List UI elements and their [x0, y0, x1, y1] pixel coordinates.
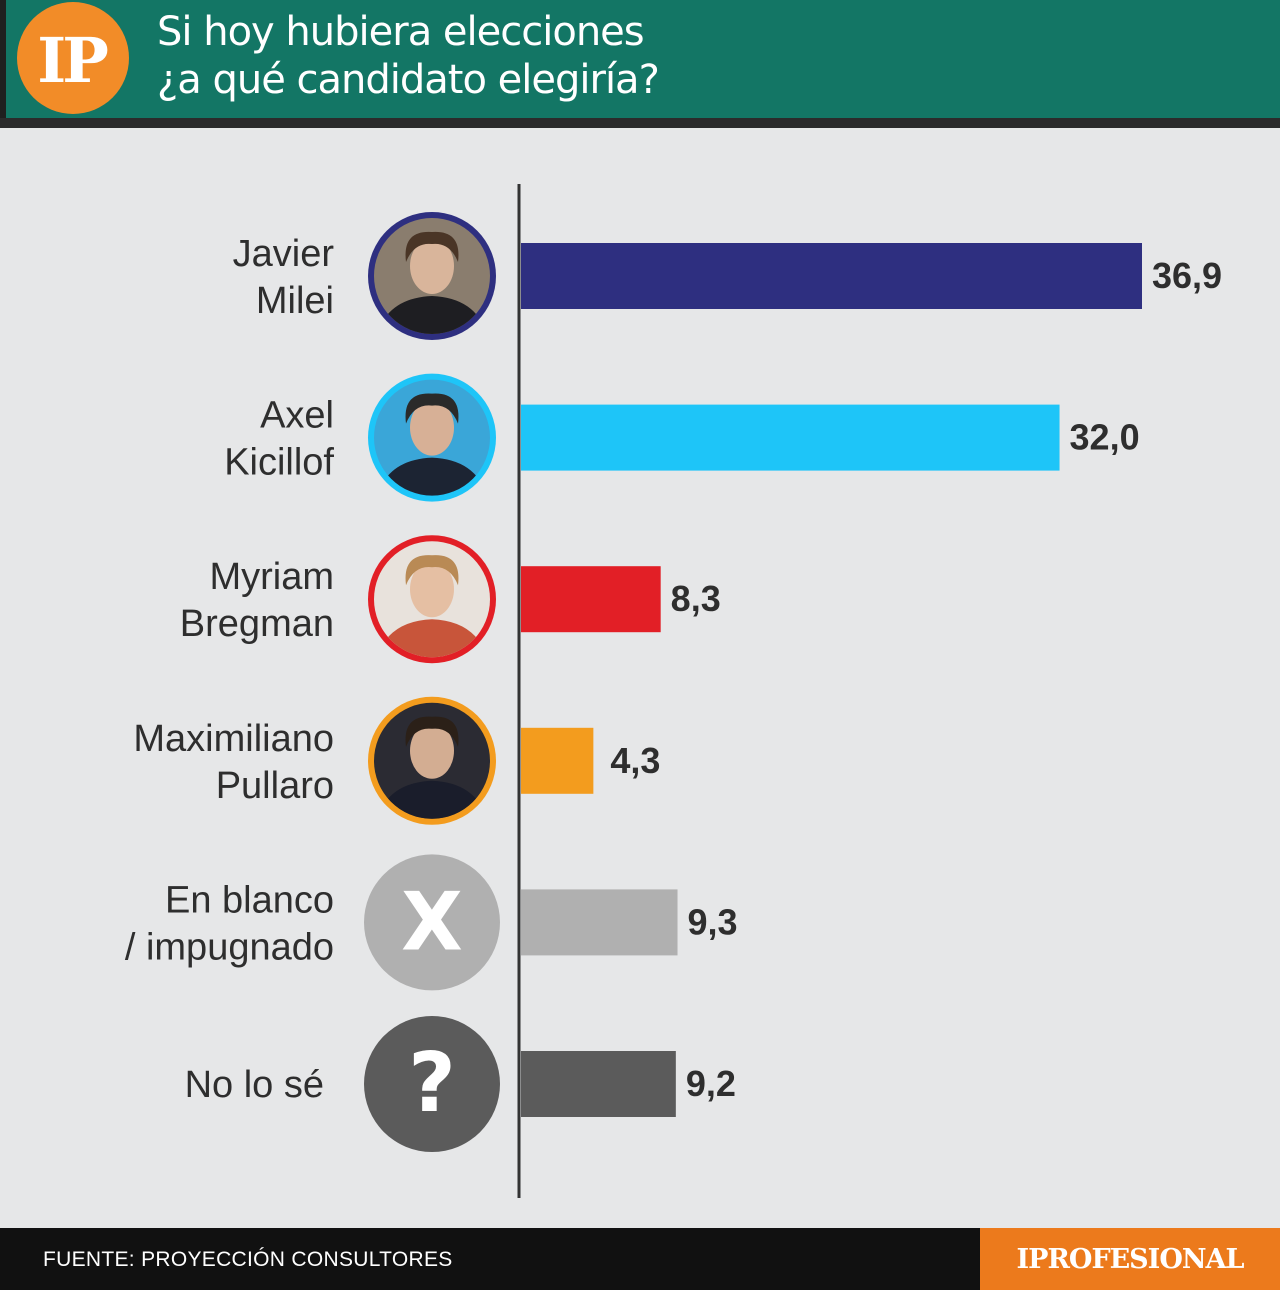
- bar: [521, 1051, 676, 1117]
- question-icon: ?: [408, 1036, 456, 1131]
- bar: [521, 404, 1060, 471]
- category-label: Milei: [256, 280, 334, 322]
- question-icon-circle: [364, 1016, 500, 1152]
- category-label: Myriam: [209, 556, 334, 598]
- bar: [521, 566, 661, 633]
- title-line-2: ¿a qué candidato elegiría?: [157, 57, 660, 103]
- bar-chart: Javier Milei 36,9 Axel Kicillof 32,0 Myriam Bre…: [125, 184, 1222, 1198]
- value-label: 36,9: [1152, 255, 1222, 296]
- source-note: FUENTE: PROYECCIÓN CONSULTORES: [43, 1248, 453, 1271]
- title-line-1: Si hoy hubiera elecciones: [157, 9, 645, 55]
- brand-logo: IPROFESIONAL: [980, 1228, 1280, 1290]
- category-label: Javier: [233, 233, 335, 275]
- value-label: 8,3: [671, 578, 721, 619]
- category-row: No lo sé? 9,2: [185, 1016, 736, 1152]
- bar: [521, 889, 678, 956]
- value-label: 9,2: [686, 1063, 736, 1104]
- category-label: En blanco: [165, 879, 334, 921]
- ip-logo-text: IP: [37, 23, 109, 97]
- chart-title: Si hoy hubiera elecciones ¿a qué candida…: [157, 8, 857, 104]
- ip-logo: IP: [17, 2, 129, 114]
- category-label: Axel: [260, 395, 334, 437]
- category-label: Pullaro: [216, 765, 334, 807]
- value-label: 4,3: [610, 740, 660, 781]
- category-row: Maximiliano Pullaro 4,3: [133, 696, 660, 825]
- bar: [521, 727, 594, 794]
- category-row: En blanco / impugnado X 9,3: [125, 854, 738, 991]
- value-label: 9,3: [688, 901, 738, 942]
- x-icon: X: [401, 875, 463, 968]
- brand-text: IPROFESIONAL: [1016, 1243, 1245, 1275]
- category-label: Maximiliano: [133, 718, 334, 760]
- category-label: No lo sé: [185, 1064, 324, 1106]
- category-row: Javier Milei 36,9: [233, 212, 1222, 340]
- category-row: Myriam Bregman 8,3: [180, 535, 721, 664]
- bar: [521, 243, 1142, 309]
- footer: FUENTE: PROYECCIÓN CONSULTORES IPROFESIO…: [0, 1228, 1280, 1290]
- category-label: Bregman: [180, 603, 334, 645]
- category-label: / impugnado: [125, 926, 334, 968]
- x-icon-circle: [364, 854, 500, 991]
- value-label: 32,0: [1070, 417, 1140, 458]
- category-label: Kicillof: [224, 442, 334, 484]
- category-row: Axel Kicillof 32,0: [224, 373, 1140, 502]
- header: IP Si hoy hubiera elecciones ¿a qué cand…: [0, 0, 1280, 128]
